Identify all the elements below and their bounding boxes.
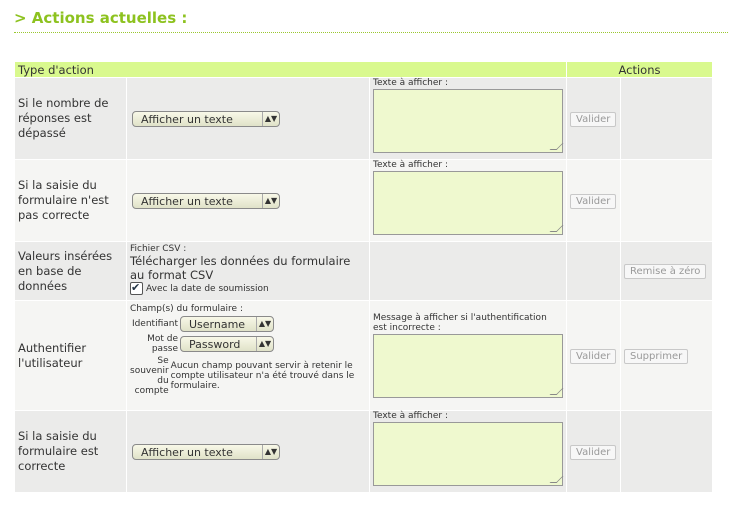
action-type: Authentifier l'utilisateur — [14, 300, 127, 411]
text-label: Message à afficher si l'authentification… — [373, 313, 547, 333]
checkbox-icon[interactable]: ✔ — [130, 282, 143, 295]
text-area[interactable] — [373, 171, 563, 235]
action-type: Si le nombre de réponses est dépassé — [14, 77, 127, 160]
actions-table: Type d'action Actions Si le nombre de ré… — [14, 61, 713, 493]
reset-button[interactable]: Remise à zéro — [624, 264, 707, 279]
pw-label: Mot de passe — [147, 334, 178, 354]
text-label: Texte à afficher : — [373, 411, 448, 421]
id-select[interactable]: Username ▲▼ — [180, 316, 274, 332]
text-area[interactable] — [373, 334, 563, 398]
action-type: Si la saisie du formulaire est correcte — [14, 410, 127, 493]
text-label: Texte à afficher : — [373, 78, 448, 88]
action-type: Si la saisie du formulaire n'est pas cor… — [14, 159, 127, 242]
section-title: > Actions actuelles : — [14, 9, 188, 27]
header-actions: Actions — [566, 61, 713, 78]
header-type: Type d'action — [14, 61, 567, 78]
table-row: Valeurs insérées en base de données Fich… — [14, 241, 713, 301]
select-arrows-icon: ▲▼ — [262, 193, 279, 208]
delete-button[interactable]: Supprimer — [624, 348, 689, 364]
validate-button[interactable]: Valider — [570, 444, 617, 460]
action-select[interactable]: Afficher un texte ▲▼ — [132, 443, 280, 460]
remember-label: Se souvenir du compte — [130, 356, 169, 396]
validate-button[interactable]: Valider — [570, 111, 617, 127]
text-area[interactable] — [373, 422, 563, 486]
action-type: Valeurs insérées en base de données — [14, 241, 127, 301]
table-row: Authentifier l'utilisateur Champ(s) du f… — [14, 300, 713, 411]
select-arrows-icon: ▲▼ — [262, 444, 279, 459]
pw-select[interactable]: Password ▲▼ — [180, 336, 274, 352]
csv-download-link[interactable]: Télécharger les données du formulaire au… — [130, 254, 351, 282]
remember-note: Aucun champ pouvant servir à retenir le … — [170, 361, 355, 391]
table-row: Si la saisie du formulaire est correcte … — [14, 410, 713, 493]
checkbox-label: Avec la date de soumission — [146, 283, 269, 294]
validate-button[interactable]: Valider — [570, 193, 617, 209]
table-row: Si la saisie du formulaire n'est pas cor… — [14, 159, 713, 242]
action-select[interactable]: Afficher un texte ▲▼ — [132, 192, 280, 209]
select-arrows-icon: ▲▼ — [262, 111, 279, 126]
divider — [14, 32, 729, 33]
table-row: Si le nombre de réponses est dépassé Aff… — [14, 77, 713, 160]
text-area[interactable] — [373, 89, 563, 153]
select-arrows-icon: ▲▼ — [256, 337, 273, 351]
id-label: Identifiant — [131, 319, 178, 329]
validate-button[interactable]: Valider — [570, 348, 617, 364]
fields-label: Champ(s) du formulaire : — [130, 304, 243, 314]
action-select[interactable]: Afficher un texte ▲▼ — [132, 110, 280, 127]
select-arrows-icon: ▲▼ — [256, 317, 273, 331]
csv-label: Fichier CSV : — [130, 244, 187, 254]
text-label: Texte à afficher : — [373, 160, 448, 170]
